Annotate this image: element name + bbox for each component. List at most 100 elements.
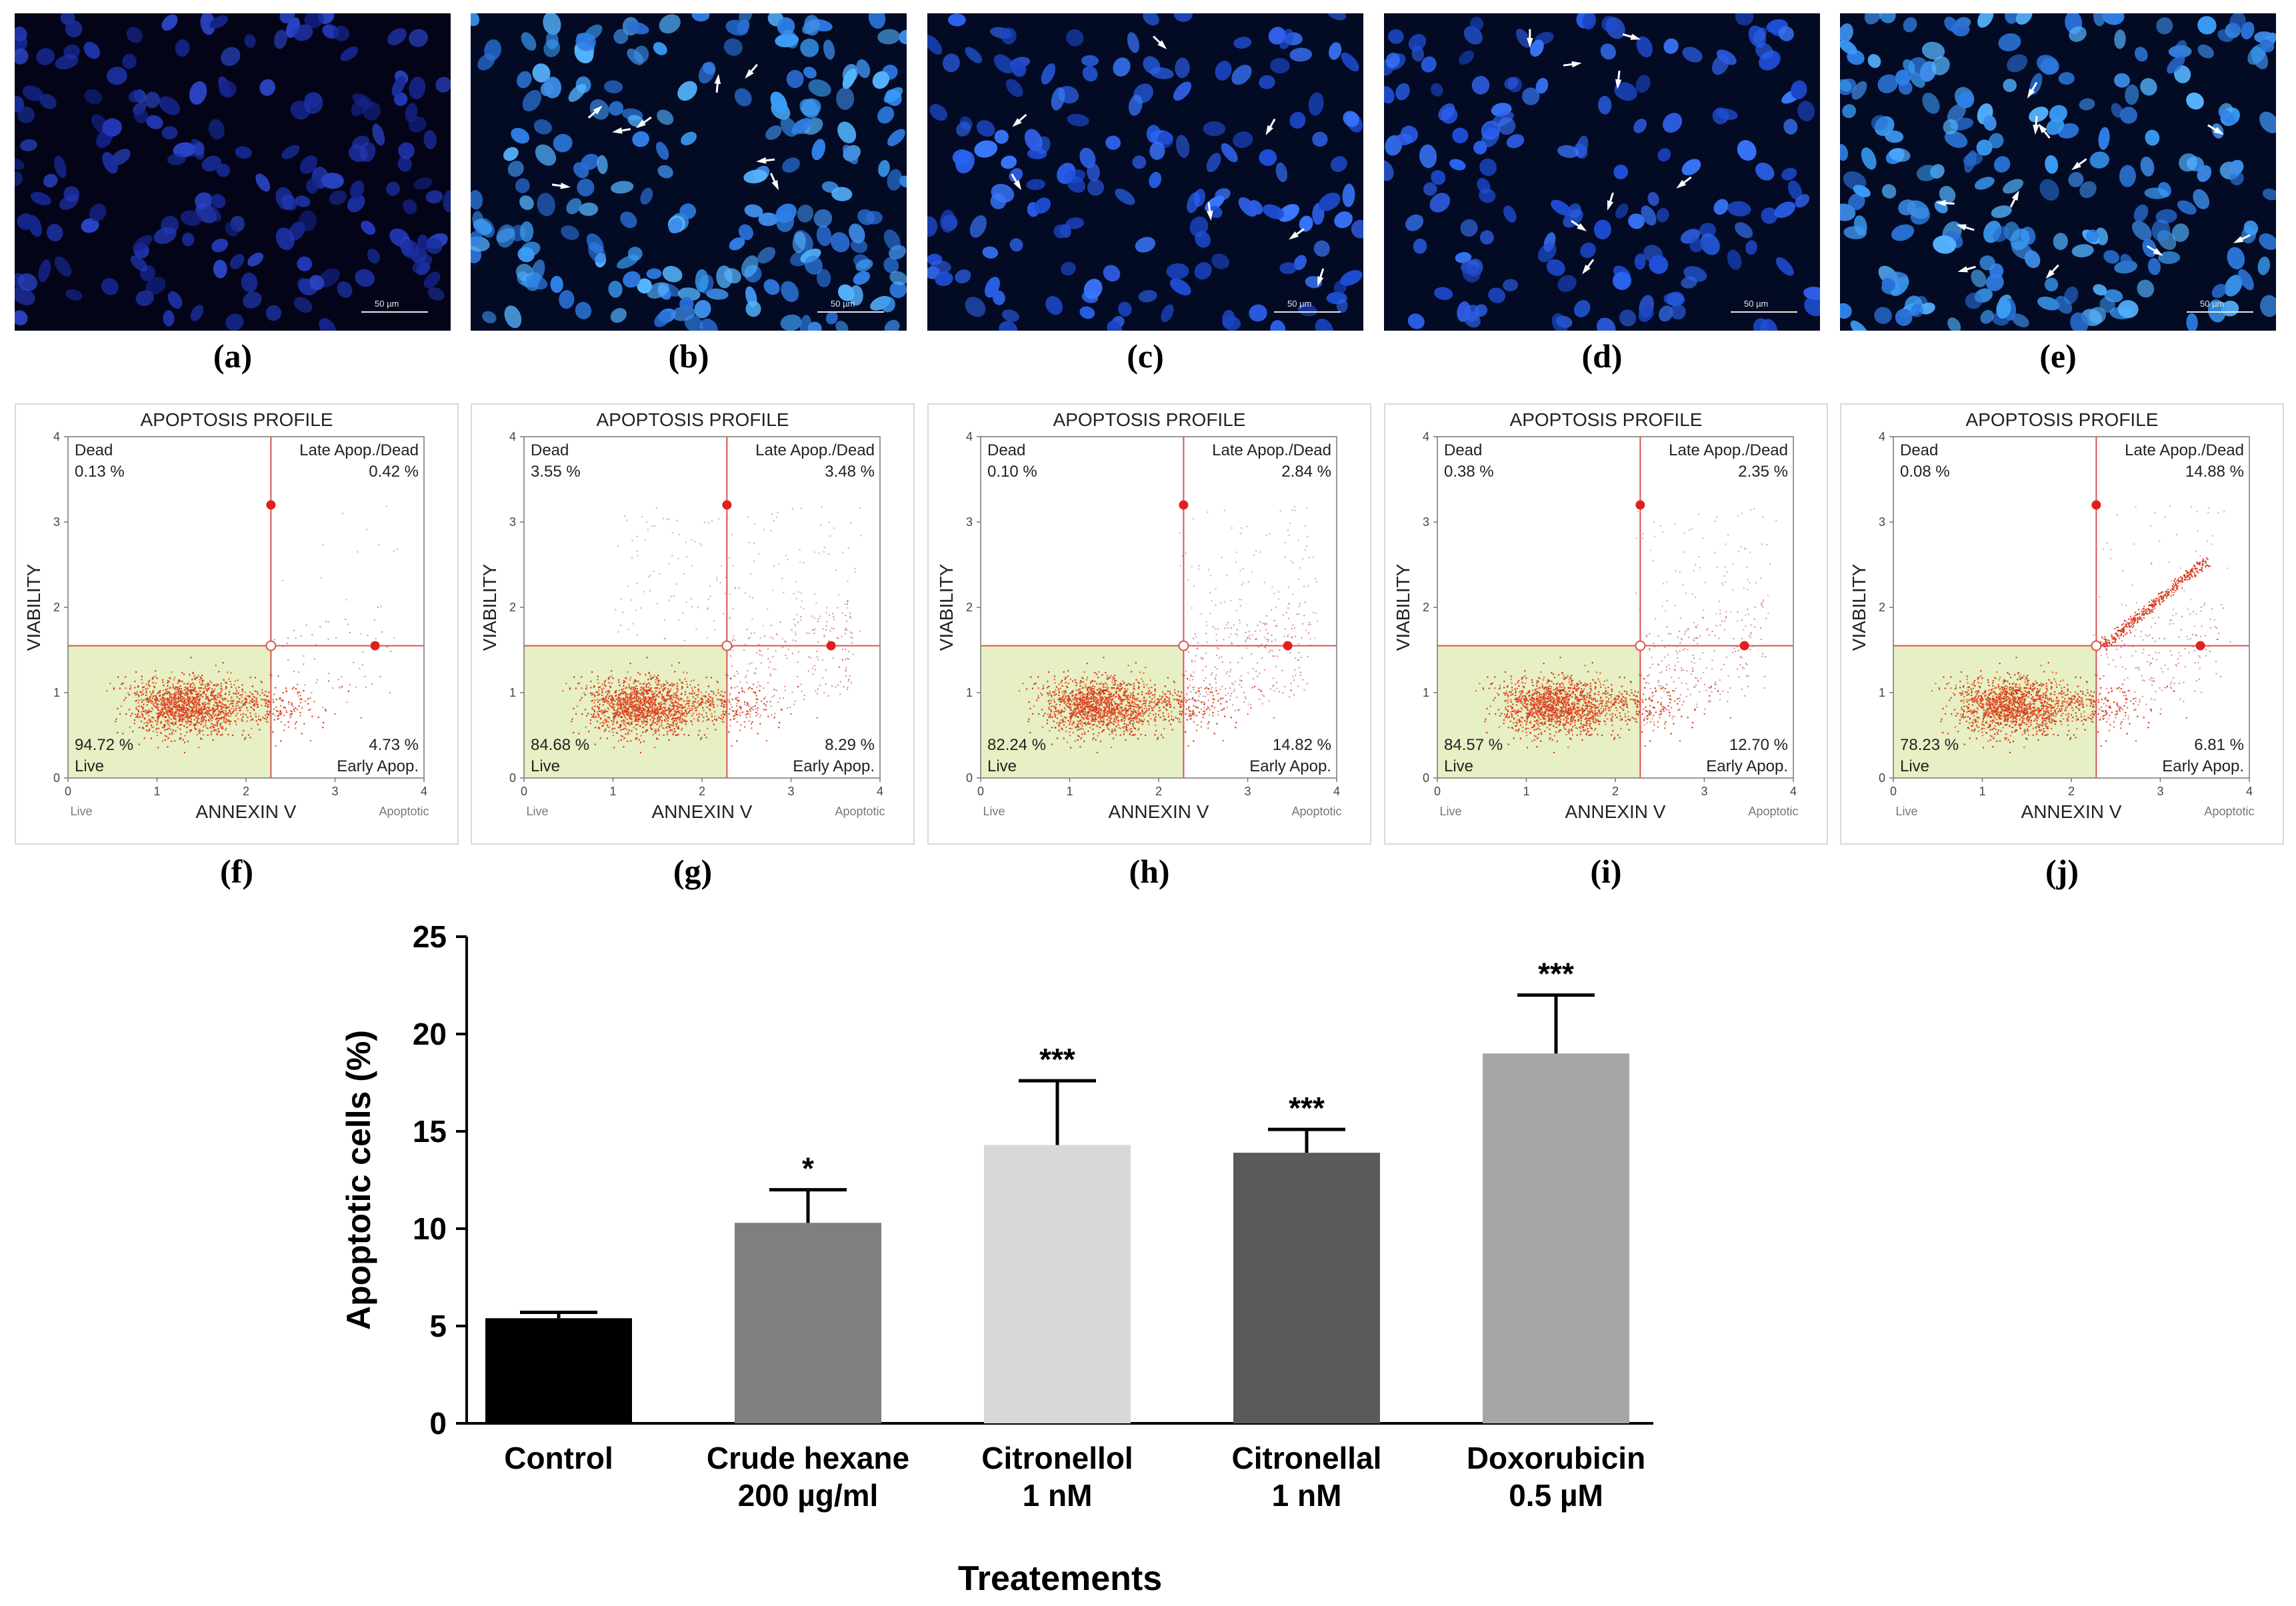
- panel-label: (f): [170, 852, 303, 891]
- dead-quadrant-label: Dead: [531, 441, 569, 459]
- x-tick-label: 2: [1155, 785, 1162, 798]
- live-quadrant-value: 78.23 %: [1900, 736, 1959, 754]
- significance-mark: ***: [1538, 957, 1574, 991]
- y-tick-label: 5: [429, 1309, 447, 1343]
- panel-label: (g): [626, 852, 759, 891]
- x-tick-label: 3: [1244, 785, 1251, 798]
- x-axis-left-label: Live: [1895, 805, 1917, 818]
- x-tick-label: 4: [421, 785, 427, 798]
- nucleus: [182, 233, 195, 246]
- dead-quadrant-label: Dead: [987, 441, 1025, 459]
- late-quadrant-value: 2.84 %: [1281, 463, 1331, 481]
- early-quadrant-value: 12.70 %: [1729, 736, 1788, 754]
- panel-label: (e): [1991, 337, 2125, 375]
- y-tick-label: 3: [966, 515, 973, 529]
- y-tick-label: 2: [966, 601, 973, 614]
- scale-bar-label: 50 µm: [2200, 299, 2224, 309]
- x-axis-right-label: Apoptotic: [835, 805, 885, 818]
- x-tick-label: 3: [787, 785, 794, 798]
- y-axis-title: Apoptotic cells (%): [340, 1030, 377, 1330]
- panel-label: (c): [1079, 337, 1212, 375]
- bar: [735, 1223, 881, 1423]
- late-quadrant-value: 0.42 %: [369, 463, 419, 481]
- dead-quadrant-label: Dead: [1900, 441, 1938, 459]
- category-label: Citronellal: [1232, 1441, 1382, 1475]
- y-axis-label: VIABILITY: [936, 563, 957, 651]
- significance-mark: *: [802, 1151, 814, 1186]
- early-quadrant-value: 14.82 %: [1273, 736, 1331, 754]
- live-quadrant-label: Live: [1900, 757, 1929, 775]
- gate-right-handle: [1740, 641, 1749, 651]
- panel-label: (a): [166, 337, 299, 375]
- y-axis-label: VIABILITY: [1849, 563, 1869, 651]
- x-axis-label: ANNEXIN V: [652, 801, 753, 822]
- x-axis-left-label: Live: [70, 805, 92, 818]
- y-tick-label: 2: [1879, 601, 1885, 614]
- x-tick-label: 4: [1790, 785, 1797, 798]
- x-tick-label: 4: [2246, 785, 2253, 798]
- x-tick-label: 1: [1979, 785, 1985, 798]
- live-quadrant-label: Live: [987, 757, 1017, 775]
- significance-mark: ***: [1039, 1042, 1075, 1077]
- y-tick-label: 3: [509, 515, 516, 529]
- significance-mark: ***: [1289, 1091, 1325, 1125]
- x-axis-label: ANNEXIN V: [196, 801, 297, 822]
- micrograph-e: 50 µm: [1840, 13, 2276, 331]
- gate-center-handle: [722, 641, 731, 651]
- early-quadrant-label: Early Apop.: [337, 757, 419, 775]
- x-tick-label: 1: [1523, 785, 1529, 798]
- nucleus: [544, 77, 561, 98]
- late-quadrant-label: Late Apop./Dead: [1212, 441, 1331, 459]
- late-quadrant-value: 3.48 %: [825, 463, 875, 481]
- y-tick-label: 20: [413, 1017, 447, 1051]
- late-quadrant-value: 2.35 %: [1738, 463, 1788, 481]
- y-tick-label: 0: [509, 771, 516, 785]
- late-quadrant-label: Late Apop./Dead: [299, 441, 419, 459]
- y-tick-label: 25: [413, 919, 447, 954]
- gate-top-handle: [2091, 500, 2101, 509]
- x-tick-label: 3: [1701, 785, 1707, 798]
- y-tick-label: 4: [53, 430, 60, 443]
- y-tick-label: 4: [1879, 430, 1885, 443]
- early-quadrant-label: Early Apop.: [1249, 757, 1331, 775]
- gate-right-handle: [2196, 641, 2205, 651]
- y-axis-label: VIABILITY: [1393, 563, 1413, 651]
- scale-bar-label: 50 µm: [375, 299, 399, 309]
- y-tick-label: 3: [1423, 515, 1429, 529]
- y-axis-label: VIABILITY: [23, 563, 44, 651]
- scale-bar-label: 50 µm: [1744, 299, 1768, 309]
- bar: [1233, 1153, 1380, 1423]
- y-tick-label: 1: [966, 686, 973, 699]
- live-quadrant-label: Live: [1444, 757, 1473, 775]
- y-tick-label: 15: [413, 1114, 447, 1149]
- early-quadrant-label: Early Apop.: [1706, 757, 1788, 775]
- x-axis-right-label: Apoptotic: [379, 805, 429, 818]
- y-tick-label: 1: [1879, 686, 1885, 699]
- late-quadrant-label: Late Apop./Dead: [755, 441, 875, 459]
- flow-title: APOPTOSIS PROFILE: [1053, 409, 1246, 430]
- y-tick-label: 1: [509, 686, 516, 699]
- gate-top-handle: [1179, 500, 1188, 509]
- late-quadrant-value: 14.88 %: [2185, 463, 2244, 481]
- x-axis-left-label: Live: [1439, 805, 1461, 818]
- y-tick-label: 0: [1879, 771, 1885, 785]
- gate-center-handle: [1179, 641, 1188, 651]
- x-tick-label: 3: [331, 785, 338, 798]
- live-quadrant-value: 94.72 %: [75, 736, 133, 754]
- x-tick-label: 2: [699, 785, 705, 798]
- y-tick-label: 3: [53, 515, 60, 529]
- x-tick-label: 1: [153, 785, 160, 798]
- dead-quadrant-value: 0.38 %: [1444, 463, 1494, 481]
- dead-quadrant-label: Dead: [1444, 441, 1482, 459]
- live-quadrant-value: 84.57 %: [1444, 736, 1503, 754]
- x-tick-label: 4: [1333, 785, 1340, 798]
- x-axis-right-label: Apoptotic: [2204, 805, 2254, 818]
- x-tick-label: 1: [609, 785, 616, 798]
- dead-quadrant-label: Dead: [75, 441, 113, 459]
- x-tick-label: 0: [1890, 785, 1897, 798]
- dead-quadrant-value: 0.10 %: [987, 463, 1037, 481]
